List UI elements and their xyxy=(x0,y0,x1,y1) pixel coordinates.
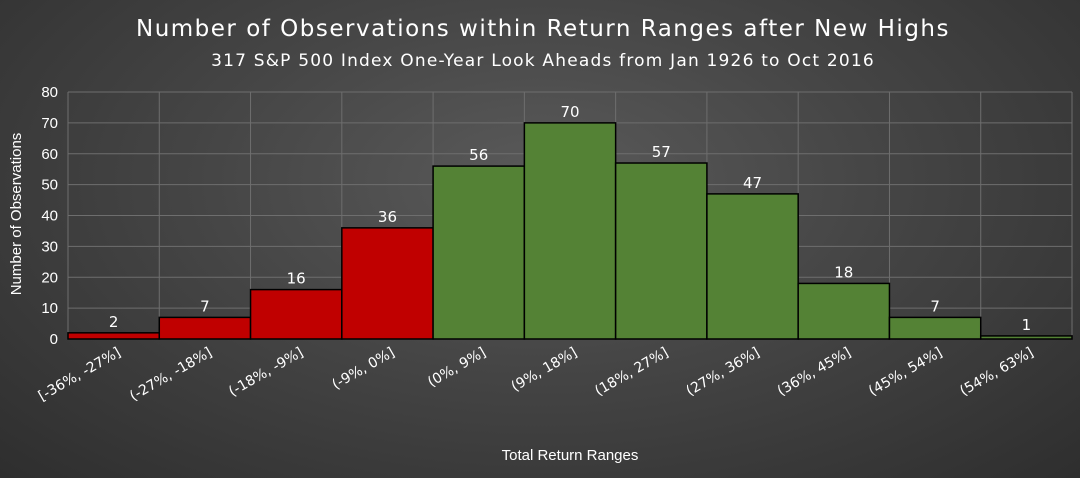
data-labels: 2 7 16 36 56 70 57 47 18 7 1 xyxy=(109,103,1031,334)
y-tick-label: 10 xyxy=(41,300,58,317)
y-tick-label: 0 xyxy=(50,331,58,348)
data-label-4: 56 xyxy=(469,146,488,164)
bar-1 xyxy=(158,316,252,340)
data-label-3: 36 xyxy=(378,208,397,226)
bar-9 xyxy=(888,316,982,340)
y-tick-label: 80 xyxy=(41,84,58,101)
y-tick-label: 40 xyxy=(41,208,58,225)
bar-6 xyxy=(614,162,708,340)
bar-4 xyxy=(432,165,526,340)
data-label-0: 2 xyxy=(109,313,119,331)
bar-10 xyxy=(979,335,1073,340)
y-tick-label: 20 xyxy=(41,269,58,286)
bars xyxy=(67,122,1073,340)
x-tick-label: (9%, 18%] xyxy=(509,345,580,395)
x-tick-label: (-18%, -9%] xyxy=(226,345,306,400)
data-label-7: 47 xyxy=(743,174,762,192)
y-tick-label: 60 xyxy=(41,146,58,163)
x-tick-label: (54%, 63%] xyxy=(957,345,1036,400)
y-tick-label: 50 xyxy=(41,177,58,194)
bar-7 xyxy=(706,193,799,340)
x-tick-label: (36%, 45%] xyxy=(775,345,854,400)
y-tick-label: 70 xyxy=(41,115,58,132)
data-label-1: 7 xyxy=(200,297,210,315)
chart-title: Number of Observations within Return Ran… xyxy=(136,16,950,42)
x-axis-category-labels: [-36%, -27%] (-27%, -18%] (-18%, -9%] (-9%,… xyxy=(36,345,1037,405)
x-tick-label: (18%, 27%] xyxy=(592,345,671,400)
x-tick-label: (45%, 54%] xyxy=(866,345,945,400)
chart-subtitle: 317 S&P 500 Index One-Year Look Aheads f… xyxy=(211,51,875,71)
data-label-5: 70 xyxy=(560,103,579,121)
x-tick-label: (-9%, 0%] xyxy=(329,345,397,394)
x-tick-label: (0%, 9%] xyxy=(425,345,489,391)
bar-5 xyxy=(523,122,617,340)
data-label-9: 7 xyxy=(930,297,940,315)
data-label-10: 1 xyxy=(1022,316,1032,334)
data-label-8: 18 xyxy=(834,263,853,281)
x-tick-label: (-27%, -18%] xyxy=(127,345,215,405)
y-tick-label: 30 xyxy=(41,238,58,255)
y-axis-title: Number of Observations xyxy=(8,133,25,296)
data-label-2: 16 xyxy=(287,270,306,288)
bar-2 xyxy=(249,288,343,340)
y-axis-ticks: 0 10 20 30 40 50 60 70 80 xyxy=(41,84,58,348)
bar-8 xyxy=(797,282,891,340)
bar-0 xyxy=(67,332,161,340)
x-tick-label: [-36%, -27%] xyxy=(36,345,124,405)
x-tick-label: (27%, 36%] xyxy=(683,345,762,400)
x-axis-title: Total Return Ranges xyxy=(502,447,639,464)
bar-3 xyxy=(341,227,434,340)
data-label-6: 57 xyxy=(652,143,671,161)
